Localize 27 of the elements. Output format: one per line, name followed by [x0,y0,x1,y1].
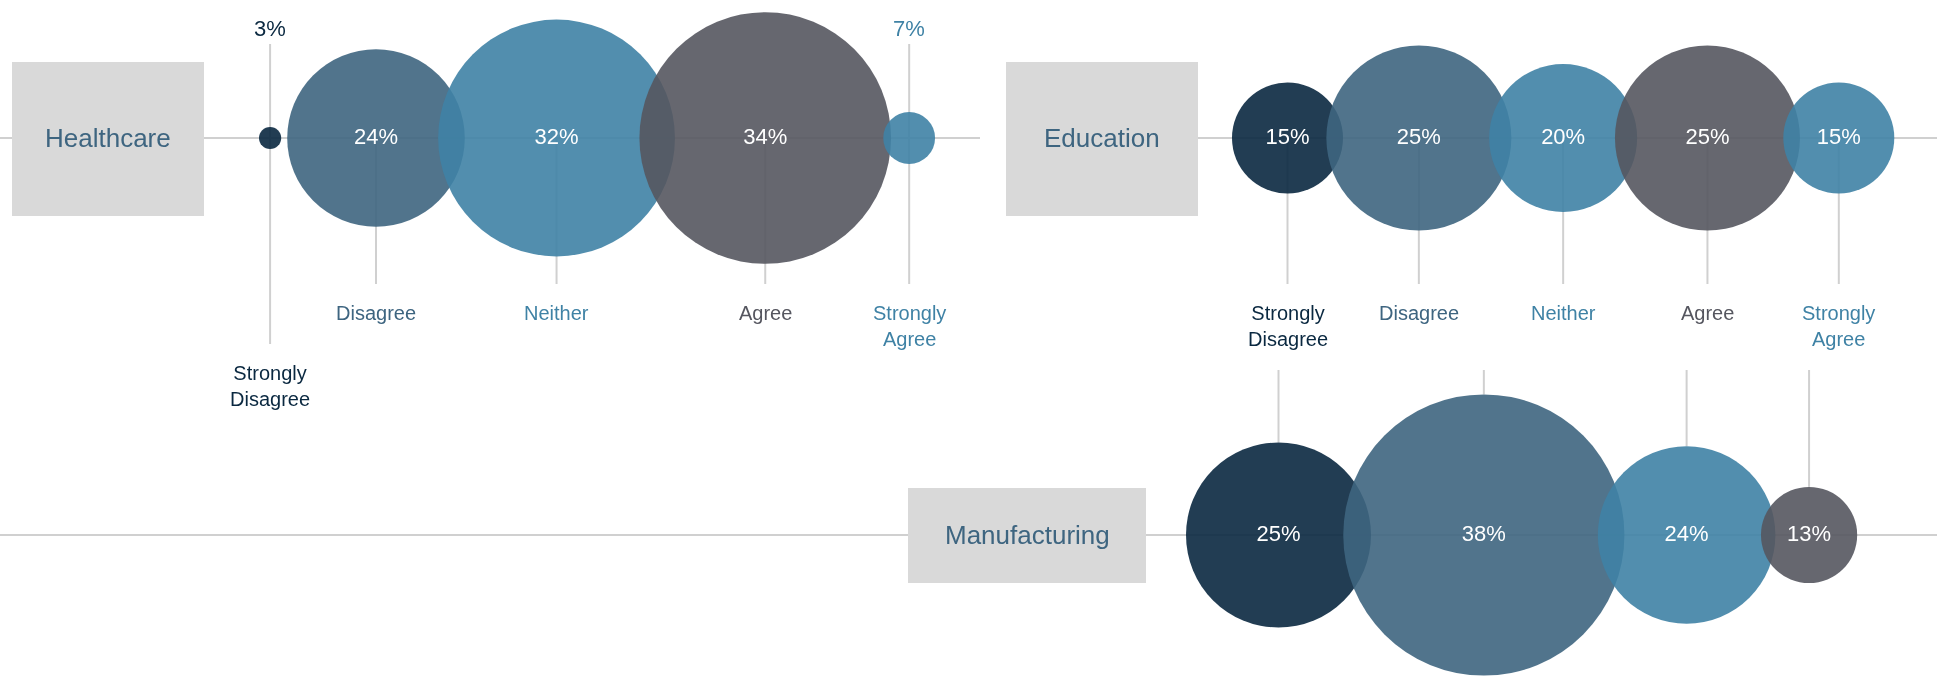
text: Manufacturing [945,520,1110,550]
category-label: Disagree [1379,302,1460,324]
category-label: Agree [1681,302,1735,324]
data-label: 24% [353,123,399,149]
data-label: 3% [254,16,286,41]
data-label: 20% [1541,123,1586,149]
category-label: Neither [524,302,589,324]
category-label: Agree [739,302,793,324]
data-label: 25% [1256,520,1301,546]
data-label: 25% [1396,123,1441,149]
category-label: Neither [1531,302,1596,324]
data-label: 7% [893,16,925,41]
category-label: Strongly Disagree [230,362,311,410]
category-label: Strongly Agree [873,302,947,350]
category-label: Disagree [336,302,417,324]
data-label: 15% [1816,123,1861,149]
category-label: Strongly Agree [1802,302,1876,350]
data-label: 38% [1461,520,1506,546]
data-label: 13% [1787,520,1832,546]
data-label: 15% [1265,123,1310,149]
data-label: 34% [743,123,788,149]
data-label: 24% [1664,520,1709,546]
data-label: 32% [534,123,579,149]
data-label: 25% [1685,123,1730,149]
text: Healthcare [45,123,171,153]
text: Education [1044,123,1160,153]
category-label: Strongly Disagree [1248,302,1329,350]
